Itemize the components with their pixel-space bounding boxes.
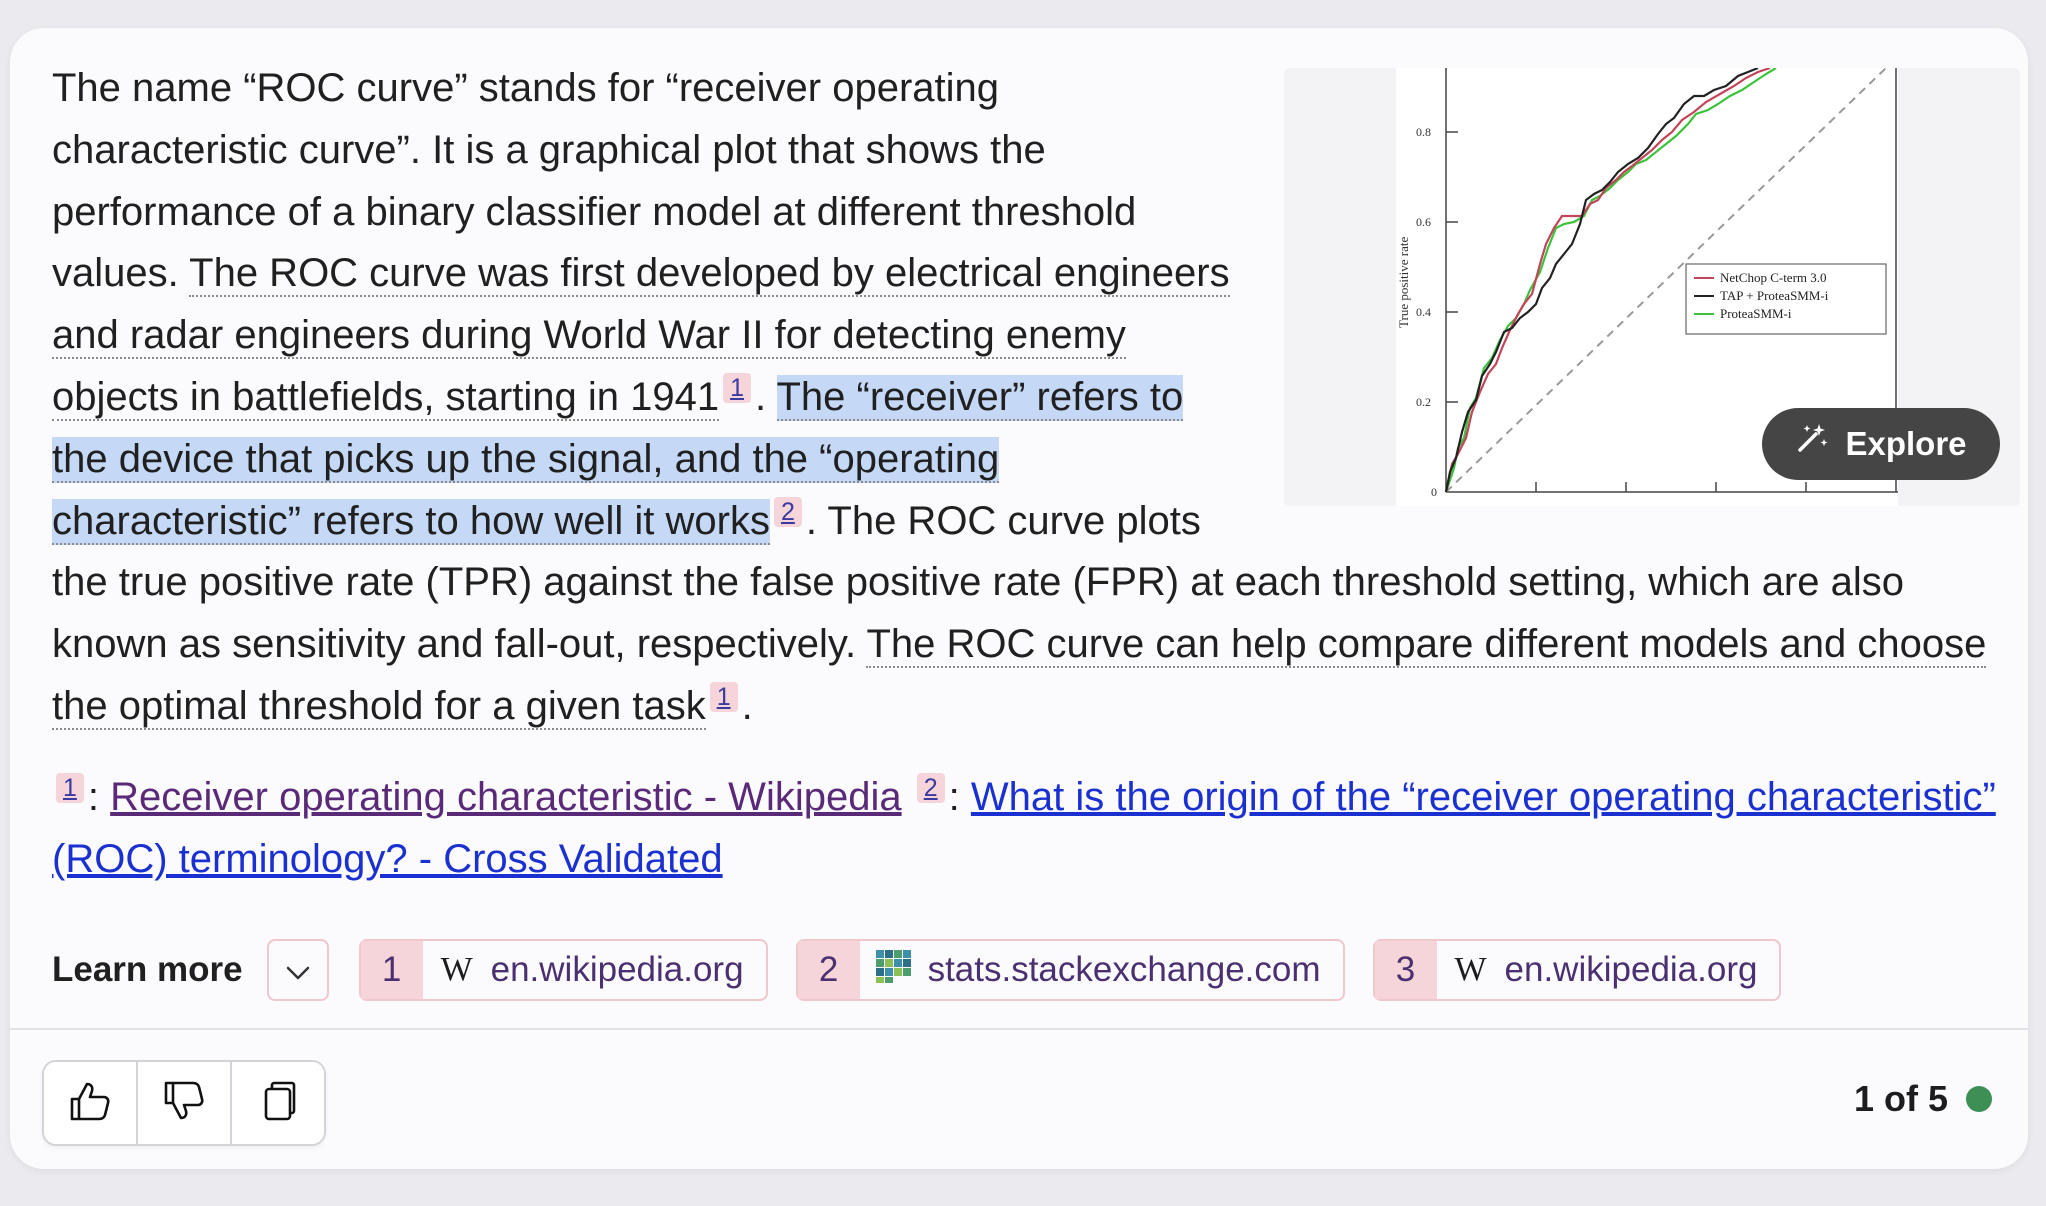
reference-link-wikipedia[interactable]: Receiver operating characteristic - Wiki…: [110, 775, 902, 819]
period: .: [805, 498, 817, 543]
space: [817, 499, 827, 543]
ytick-0.8: 0.8: [1416, 125, 1431, 139]
roc-image-thumbnail[interactable]: 0.8 0.6 0.4 0.2 0 True positive rate Net…: [1284, 68, 2020, 506]
citation-1[interactable]: 1: [723, 372, 751, 403]
legend-tap-proteasmm: TAP + ProteaSMM-i: [1720, 288, 1829, 303]
source-chip-1[interactable]: 1 W en.wikipedia.org: [358, 939, 768, 1001]
footer-divider: [10, 1028, 2028, 1030]
answer-sentence-2[interactable]: The ROC curve was first developed by ele…: [52, 251, 1230, 421]
reference-separator: :: [87, 775, 100, 819]
learn-more-label: Learn more: [52, 950, 243, 989]
y-axis-label: True positive rate: [1396, 237, 1411, 328]
answer-sentence-5[interactable]: The ROC curve can help compare different…: [52, 622, 1987, 730]
source-chip-3[interactable]: 3 W en.wikipedia.org: [1372, 939, 1782, 1001]
ytick-0: 0: [1431, 485, 1437, 499]
thumbs-up-button[interactable]: [44, 1062, 136, 1144]
answer-body: 0.8 0.6 0.4 0.2 0 True positive rate Net…: [52, 58, 2022, 738]
copy-button[interactable]: [230, 1062, 324, 1144]
response-pager: 1 of 5: [1854, 1078, 1992, 1120]
source-chip-2[interactable]: 2 stats.stackexchange.com: [795, 939, 1345, 1001]
wikipedia-icon: W: [1454, 951, 1487, 988]
space: [766, 375, 776, 419]
pager-text: 1 of 5: [1853, 1078, 1948, 1119]
source-number: 1: [360, 941, 423, 999]
reference-separator: :: [948, 775, 960, 819]
legend-proteasmm: ProteaSMM-i: [1720, 306, 1792, 321]
explore-button[interactable]: Explore: [1762, 408, 2000, 480]
ytick-0.2: 0.2: [1416, 395, 1431, 409]
source-number: 3: [1374, 941, 1437, 999]
explore-label: Explore: [1845, 425, 1967, 463]
wikipedia-icon: W: [440, 951, 473, 988]
source-number: 2: [797, 941, 860, 999]
stackexchange-icon: [874, 947, 914, 994]
learn-more-expand-button[interactable]: [266, 939, 329, 1001]
ytick-0.4: 0.4: [1416, 305, 1431, 319]
answer-sentence-4: The ROC curve plots the true positive ra…: [52, 498, 1904, 667]
chat-answer-card: 0.8 0.6 0.4 0.2 0 True positive rate Net…: [10, 28, 2028, 1169]
period: .: [741, 683, 753, 728]
legend-netchop: NetChop C-term 3.0: [1720, 270, 1827, 285]
roc-plot-image: 0.8 0.6 0.4 0.2 0 True positive rate Net…: [1396, 68, 1898, 506]
citation-1[interactable]: 1: [709, 681, 738, 712]
space: [179, 251, 189, 295]
source-domain: en.wikipedia.org: [1504, 950, 1758, 989]
ytick-0.6: 0.6: [1416, 215, 1431, 229]
copy-icon: [256, 1079, 300, 1128]
learn-more-bar: Learn more 1 W en.wikipedia.org 2 stats.…: [52, 938, 1787, 1002]
reference-number-1: 1: [56, 773, 84, 803]
source-domain: stats.stackexchange.com: [927, 950, 1321, 989]
answer-sentence-1: The name “ROC curve” stands for “receive…: [52, 66, 1137, 296]
thumbs-up-icon: [68, 1079, 112, 1128]
references-list: 1: Receiver operating characteristic - W…: [52, 766, 2012, 890]
space: [856, 622, 866, 666]
reference-number-2: 2: [916, 773, 945, 803]
status-dot: [1966, 1086, 1992, 1112]
citation-2[interactable]: 2: [773, 496, 802, 527]
magic-wand-icon: [1795, 413, 1829, 475]
thumbs-down-icon: [162, 1079, 206, 1128]
reference-link-cross-validated[interactable]: What is the origin of the “receiver oper…: [52, 775, 1996, 881]
source-domain: en.wikipedia.org: [490, 950, 744, 989]
chevron-down-icon: [285, 950, 311, 990]
feedback-actions: [42, 1060, 326, 1146]
thumbs-down-button[interactable]: [136, 1062, 230, 1144]
period: .: [754, 374, 767, 419]
